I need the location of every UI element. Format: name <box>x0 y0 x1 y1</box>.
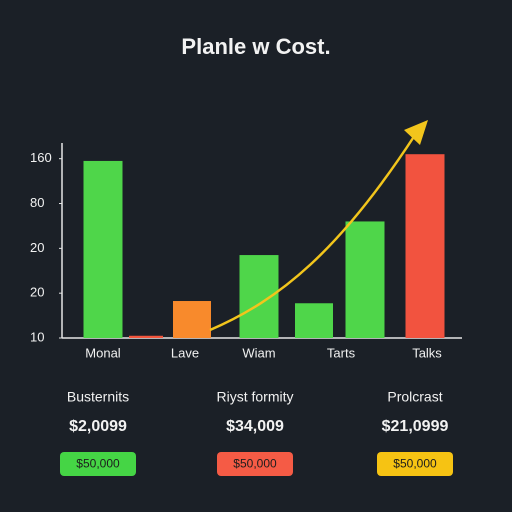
bar <box>83 160 123 338</box>
bar <box>295 303 333 338</box>
card-amount: $34,009 <box>226 418 284 435</box>
x-tick-label: Monal <box>85 345 121 360</box>
badge-label: $50,000 <box>393 457 437 471</box>
badge <box>377 452 453 476</box>
x-tick-label: Wiam <box>242 345 275 360</box>
card-title: Riyst formity <box>217 389 294 405</box>
x-tick-label: Tarts <box>327 345 356 360</box>
chart-title: Planle w Cost. <box>181 34 330 59</box>
card-title: Busternits <box>67 389 129 405</box>
card-title: Prolcrast <box>387 389 442 405</box>
badge-label: $50,000 <box>233 457 277 471</box>
trend-arrow <box>209 134 417 332</box>
y-tick-label: 20 <box>30 285 44 300</box>
bar <box>405 154 445 338</box>
card-amount: $2,0099 <box>69 418 127 435</box>
bar <box>345 221 385 338</box>
badge <box>217 452 293 476</box>
x-tick-label: Talks <box>412 345 442 360</box>
y-tick-label: 10 <box>30 329 44 344</box>
card-amount: $21,0999 <box>382 418 449 435</box>
bar <box>129 335 163 338</box>
y-tick-label: 160 <box>30 150 52 165</box>
y-tick-label: 80 <box>30 195 44 210</box>
badge <box>60 452 136 476</box>
badge-label: $50,000 <box>76 457 120 471</box>
arrow-head <box>404 120 428 145</box>
bar <box>173 301 211 338</box>
x-tick-label: Lave <box>171 345 199 360</box>
y-tick-label: 20 <box>30 240 44 255</box>
